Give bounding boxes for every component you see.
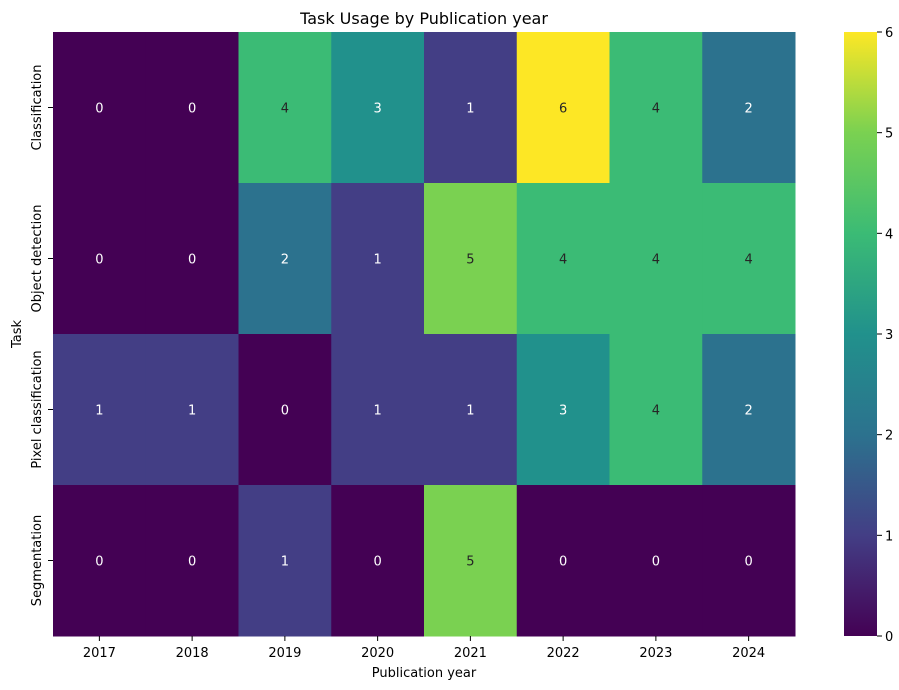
cell-value-label: 3 xyxy=(559,404,567,419)
chart-title: Task Usage by Publication year xyxy=(299,9,548,28)
x-tick-label: 2024 xyxy=(732,646,765,661)
cell-value-label: 1 xyxy=(188,404,196,419)
heatmap-cell xyxy=(516,32,610,184)
colorbar-ticks: 0 1 2 3 4 5 6 xyxy=(877,26,893,645)
cell-value-label: 0 xyxy=(373,555,381,570)
cell-value-label: 1 xyxy=(466,404,474,419)
heatmap-cell xyxy=(609,334,703,486)
heatmap-cell xyxy=(145,32,239,184)
heatmap-cell xyxy=(424,32,518,184)
cell-value-label: 4 xyxy=(281,102,289,117)
cell-value-label: 0 xyxy=(559,555,567,570)
cell-value-label: 4 xyxy=(652,253,660,268)
x-tick-label: 2020 xyxy=(361,646,394,661)
heatmap-cell xyxy=(702,485,796,637)
y-tick-label: Object detection xyxy=(30,205,45,313)
x-tick-label: 2021 xyxy=(454,646,487,661)
cell-value-label: 3 xyxy=(373,102,381,117)
heatmap-cell xyxy=(145,183,239,335)
x-tick-label: 2022 xyxy=(547,646,580,661)
heatmap-cell xyxy=(609,32,703,184)
y-tick-label: Segmentation xyxy=(30,515,45,606)
cell-value-label: 1 xyxy=(373,404,381,419)
colorbar-tick-label: 2 xyxy=(885,429,893,444)
heatmap-cell xyxy=(53,183,147,335)
heatmap-cell xyxy=(702,183,796,335)
cell-value-label: 0 xyxy=(652,555,660,570)
heatmap-cell xyxy=(53,334,147,486)
x-tick-label: 2018 xyxy=(176,646,209,661)
heatmap-cell xyxy=(424,485,518,637)
cell-value-label: 1 xyxy=(466,102,474,117)
cell-value-label: 4 xyxy=(559,253,567,268)
heatmap-cell xyxy=(331,183,425,335)
heatmap-cell xyxy=(238,183,332,335)
heatmap-cell xyxy=(331,334,425,486)
heatmap-cell xyxy=(145,485,239,637)
cell-value-label: 4 xyxy=(652,102,660,117)
heatmap-cell xyxy=(516,334,610,486)
y-axis: Classification Object detection Pixel clas… xyxy=(30,64,53,606)
cell-value-label: 1 xyxy=(281,555,289,570)
x-tick-label: 2023 xyxy=(639,646,672,661)
heatmap-cells xyxy=(53,32,796,637)
cell-value-label: 1 xyxy=(373,253,381,268)
cell-value-label: 0 xyxy=(188,102,196,117)
cell-value-label: 0 xyxy=(744,555,752,570)
heatmap-cell xyxy=(145,334,239,486)
heatmap-cell xyxy=(331,485,425,637)
cell-value-label: 4 xyxy=(652,404,660,419)
heatmap-cell xyxy=(424,183,518,335)
y-tick-label: Classification xyxy=(30,64,45,150)
heatmap-cell xyxy=(424,334,518,486)
colorbar-tick-label: 3 xyxy=(885,328,893,343)
colorbar-tick-label: 5 xyxy=(885,127,893,142)
colorbar-tick-label: 1 xyxy=(885,529,893,544)
colorbar-tick-label: 6 xyxy=(885,26,893,41)
heatmap-cell xyxy=(702,32,796,184)
cell-value-label: 2 xyxy=(744,102,752,117)
cell-value-label: 0 xyxy=(188,253,196,268)
heatmap-cell xyxy=(516,485,610,637)
cell-value-label: 0 xyxy=(95,102,103,117)
x-tick-label: 2019 xyxy=(268,646,301,661)
x-tick-label: 2017 xyxy=(83,646,116,661)
cell-value-label: 4 xyxy=(744,253,752,268)
colorbar-tick-label: 0 xyxy=(885,630,893,645)
y-tick-label: Pixel classification xyxy=(30,350,45,468)
cell-value-label: 1 xyxy=(95,404,103,419)
y-axis-label: Task xyxy=(10,320,25,350)
cell-value-labels: 0 0 4 3 1 6 4 20 0 2 1 5 4 4 41 1 0 1 1 3 4 20 0 1 0 5 0 0 0 xyxy=(95,102,753,570)
heatmap-cell xyxy=(53,485,147,637)
cell-value-label: 2 xyxy=(744,404,752,419)
colorbar-tick-label: 4 xyxy=(885,227,893,242)
heatmap-cell xyxy=(609,183,703,335)
cell-value-label: 0 xyxy=(188,555,196,570)
cell-value-label: 0 xyxy=(95,253,103,268)
colorbar xyxy=(844,32,877,636)
heatmap-cell xyxy=(238,334,332,486)
cell-value-label: 6 xyxy=(559,102,567,117)
cell-value-label: 2 xyxy=(281,253,289,268)
heatmap-cell xyxy=(609,485,703,637)
heatmap-cell xyxy=(516,183,610,335)
heatmap-cell xyxy=(238,32,332,184)
cell-value-label: 5 xyxy=(466,555,474,570)
cell-value-label: 0 xyxy=(281,404,289,419)
heatmap-cell xyxy=(331,32,425,184)
heatmap-cell xyxy=(238,485,332,637)
cell-value-label: 0 xyxy=(95,555,103,570)
x-axis-label: Publication year xyxy=(372,666,477,681)
heatmap-cell xyxy=(702,334,796,486)
heatmap-cell xyxy=(53,32,147,184)
x-axis: 2017 2018 2019 2020 2021 2022 2023 2024 xyxy=(83,636,765,661)
cell-value-label: 5 xyxy=(466,253,474,268)
